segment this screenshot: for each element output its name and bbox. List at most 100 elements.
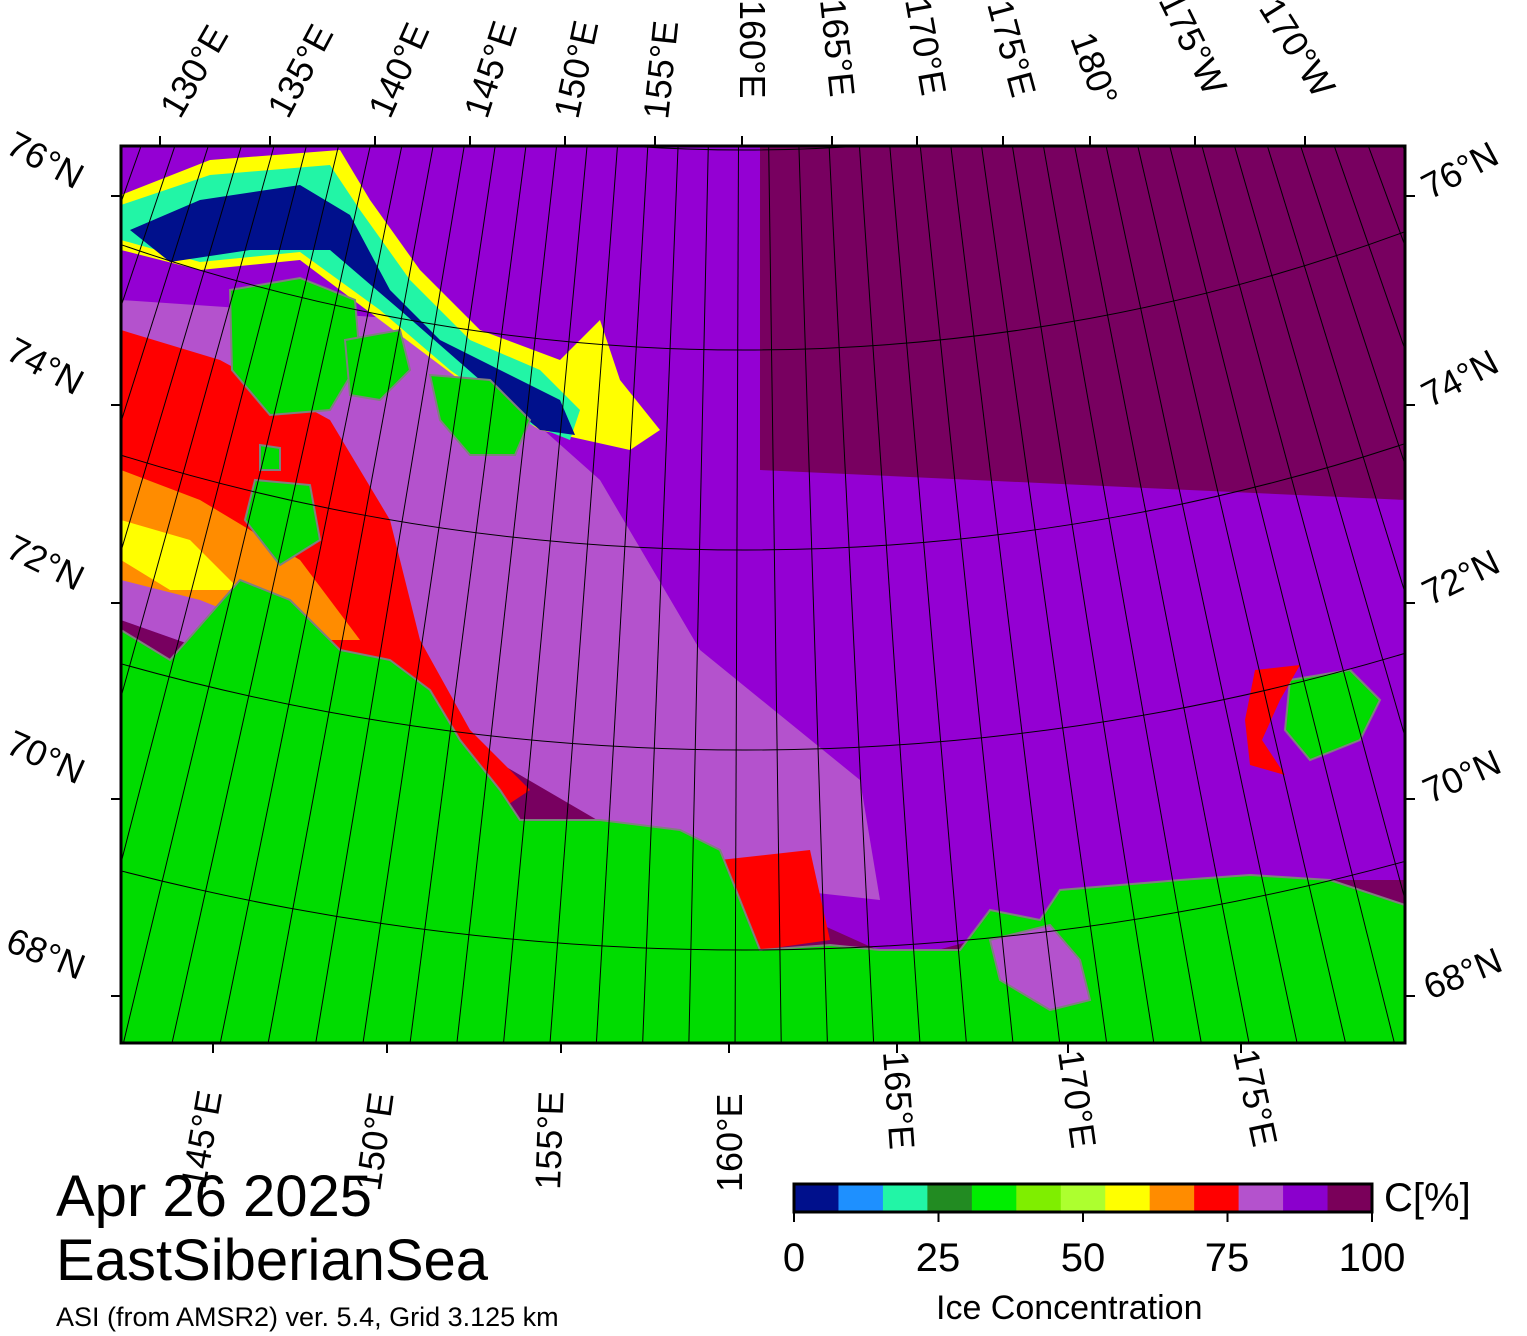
colorbar-tick-label: 75 [1204, 1236, 1250, 1280]
meridian-line [1201, 146, 1405, 902]
top-lon-label: 155°E [635, 19, 686, 121]
top-lon-label: 170°W [1251, 0, 1343, 104]
colorbar-segment [1016, 1184, 1062, 1212]
new-siberia-island [428, 373, 532, 456]
meridian-line [1105, 146, 1298, 1043]
meridian-line [1074, 146, 1250, 1043]
top-lon-label: 175°W [1151, 0, 1235, 101]
bolshoy-lyakhovsky-island [243, 478, 322, 567]
bottom-lon-label: 160°E [709, 1094, 750, 1192]
right-lat-label: 72°N [1416, 541, 1506, 613]
top-lon-label: 140°E [360, 17, 438, 124]
right-lat-label: 74°N [1415, 341, 1505, 415]
meridian-line [1300, 146, 1405, 467]
map-frame [119, 144, 1407, 1045]
meridian-line [267, 146, 434, 1043]
meridian-line [919, 146, 1014, 1043]
meridian-line [889, 146, 967, 1043]
wrangel-polynya [1245, 665, 1300, 775]
colorbar-segment [1149, 1184, 1195, 1212]
meridian-line [121, 146, 242, 553]
colorbar-segment [971, 1184, 1017, 1212]
meridian-line [828, 146, 875, 1043]
meridian-line [734, 146, 739, 1043]
right-lat-label: 68°N [1418, 939, 1508, 1007]
meridian-line [1169, 146, 1395, 1043]
colorbar-segment [927, 1184, 973, 1212]
meridian-line [1011, 146, 1155, 1043]
yellow-ice-zone [121, 520, 240, 590]
left-lat-label: 72°N [0, 526, 90, 598]
map-area [121, 0, 1527, 1043]
polynya-core [130, 185, 575, 435]
meridian-line [121, 146, 307, 865]
kotelny-island [228, 276, 362, 417]
meridian-line [595, 146, 649, 1043]
meridian-line [1137, 146, 1347, 1043]
colorbar-tick-label: 100 [1338, 1236, 1406, 1280]
chaun-bay [988, 923, 1092, 1012]
meridian-line [1266, 146, 1405, 595]
bottom-lon-label: 170°E [1050, 1047, 1104, 1150]
colorbar-segment [1194, 1184, 1240, 1212]
frame-ticks [111, 136, 1415, 1053]
top-lon-label: 175°E [979, 0, 1044, 101]
right-lat-label: 70°N [1417, 741, 1507, 811]
colorbar-tick-label: 0 [782, 1236, 806, 1280]
meridian-line [858, 146, 921, 1043]
map-date: Apr 26 2025 [56, 1164, 373, 1229]
colorbar [793, 1184, 1373, 1222]
data-source: ASI (from AMSR2) ver. 5.4, Grid 3.125 km [56, 1302, 559, 1332]
meridian-line [456, 146, 558, 1043]
meridian-line [768, 146, 782, 1043]
colorbar-tick-label: 25 [915, 1236, 961, 1280]
colorbar-segment [1105, 1184, 1151, 1212]
top-lon-label: 165°E [812, 0, 863, 99]
meridian-line [362, 146, 496, 1043]
left-lat-label: 76°N [0, 123, 90, 197]
colorbar-unit: C[%] [1384, 1176, 1471, 1220]
meridian-line [642, 146, 679, 1043]
meridian-line [121, 146, 176, 308]
left-lat-label: 70°N [1, 722, 91, 792]
graticule [121, 0, 1527, 1043]
meridian-line [503, 146, 588, 1043]
top-lon-label: 130°E [151, 18, 236, 124]
bottom-lon-label: 155°E [527, 1090, 571, 1190]
wrangel-island [1283, 668, 1382, 762]
meridian-line [409, 146, 527, 1043]
meridian-line [950, 146, 1061, 1043]
meridian-line [981, 146, 1108, 1043]
colorbar-segment [1060, 1184, 1106, 1212]
colorbar-segment [1327, 1184, 1373, 1212]
colorbar-tick-label: 50 [1060, 1236, 1106, 1280]
meridian-line [121, 146, 209, 424]
colorbar-frame [792, 1182, 1374, 1214]
colorbar-title: Ice Concentration [936, 1289, 1203, 1327]
meridian-line [1505, 0, 1527, 914]
meridian-line [1234, 146, 1405, 739]
meridian-line [121, 146, 275, 699]
region-name: EastSiberianSea [56, 1228, 489, 1293]
top-lon-label: 160°E [732, 0, 773, 98]
right-lat-label: 76°N [1415, 133, 1505, 207]
colorbar-segment [1238, 1184, 1284, 1212]
meridian-line [1042, 146, 1202, 1043]
meridian-line [315, 146, 465, 1043]
top-lon-label: 150°E [546, 17, 607, 122]
colorbar-segment [838, 1184, 884, 1212]
top-lon-label: 145°E [456, 16, 525, 122]
left-lat-label: 68°N [1, 919, 91, 987]
colorbar-segment [1283, 1184, 1329, 1212]
meridian-line [798, 146, 828, 1043]
top-lon-label: 170°E [897, 0, 954, 98]
meridian-line [122, 146, 339, 1043]
colorbar-segment [794, 1184, 839, 1212]
small-island [259, 443, 281, 471]
colorbar-segment [882, 1184, 928, 1212]
meridian-line [171, 146, 371, 1043]
meridian-line [688, 146, 709, 1043]
top-lon-label: 180° [1062, 27, 1126, 111]
